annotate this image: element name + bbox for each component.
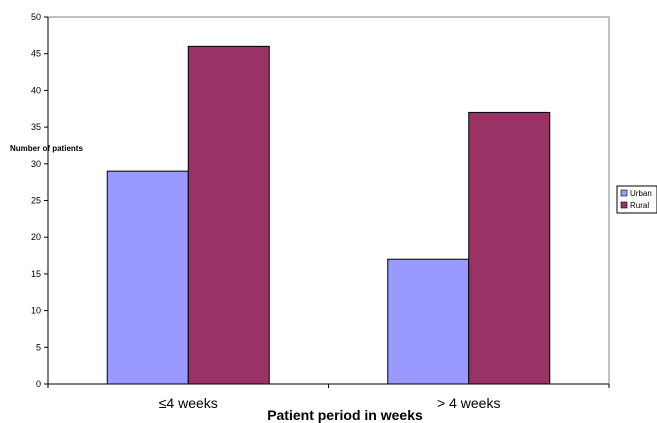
y-tick-label: 0 (36, 379, 41, 389)
y-tick-label: 5 (36, 342, 41, 352)
y-tick-label: 45 (31, 49, 41, 59)
legend-swatch-urban (620, 189, 628, 197)
y-axis-label: Number of patients (10, 144, 83, 153)
bars (106, 45, 551, 385)
bar-rural (468, 111, 551, 385)
bar-urban (106, 170, 189, 385)
y-tick-label: 25 (31, 196, 41, 206)
x-tick-label: > 4 weeks (437, 395, 500, 411)
legend: Urban Rural (616, 185, 657, 214)
y-tick-label: 30 (31, 159, 41, 169)
y-tick-label: 50 (31, 12, 41, 22)
y-tick-label: 35 (31, 122, 41, 132)
legend-label-urban: Urban (630, 189, 652, 198)
y-tick-label: 15 (31, 269, 41, 279)
bar-urban (387, 258, 470, 385)
y-axis: 0 5 10 15 20 25 30 35 40 45 50 (31, 12, 49, 389)
bar-rural (187, 45, 270, 385)
x-axis: ≤4 weeks > 4 weeks (47, 383, 610, 411)
y-tick-label: 10 (31, 306, 41, 316)
x-tick-label: ≤4 weeks (159, 395, 218, 411)
y-tick-label: 20 (31, 232, 41, 242)
y-tick-label: 40 (31, 85, 41, 95)
legend-label-rural: Rural (630, 201, 649, 210)
x-axis-label: Patient period in weeks (267, 407, 423, 423)
legend-swatch-rural (620, 201, 628, 209)
